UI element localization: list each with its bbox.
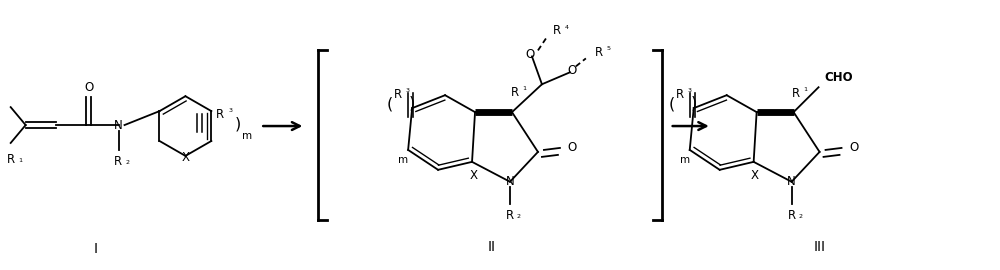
Text: R: R (595, 46, 603, 59)
Text: $^4$: $^4$ (564, 24, 570, 33)
Text: O: O (567, 64, 577, 77)
Text: R: R (792, 87, 800, 100)
Text: X: X (751, 169, 759, 182)
Text: $^2$: $^2$ (798, 213, 803, 222)
Text: O: O (849, 141, 858, 154)
Text: CHO: CHO (824, 71, 853, 84)
Text: N: N (506, 175, 514, 188)
Text: R: R (394, 88, 402, 101)
Text: R: R (676, 88, 684, 101)
Text: X: X (181, 151, 189, 164)
Text: $^1$: $^1$ (803, 87, 808, 96)
Text: $^2$: $^2$ (516, 213, 522, 222)
Text: X: X (469, 169, 477, 182)
Text: $^2$: $^2$ (125, 159, 130, 168)
Text: R: R (511, 86, 519, 99)
Text: N: N (114, 119, 123, 131)
Text: ): ) (234, 117, 240, 131)
Text: $^5$: $^5$ (606, 46, 612, 55)
Text: R: R (506, 209, 514, 222)
Text: II: II (488, 240, 496, 254)
Text: m: m (398, 155, 408, 165)
Text: (: ( (387, 97, 393, 112)
Text: III: III (814, 240, 826, 254)
Text: R: R (113, 155, 122, 168)
Text: $^3$: $^3$ (228, 108, 233, 117)
Text: O: O (525, 48, 535, 61)
Text: O: O (567, 141, 577, 154)
Text: m: m (242, 131, 252, 141)
Text: ): ) (409, 96, 415, 111)
Text: R: R (7, 153, 15, 166)
Text: $^1$: $^1$ (522, 86, 528, 95)
Text: R: R (216, 108, 224, 121)
Text: $^3$: $^3$ (687, 88, 693, 97)
Text: (: ( (669, 97, 675, 112)
Text: $^3$: $^3$ (405, 88, 411, 97)
Text: ): ) (691, 96, 697, 111)
Text: $^1$: $^1$ (18, 157, 23, 166)
Text: O: O (84, 81, 93, 94)
Text: m: m (680, 155, 690, 165)
Text: I: I (94, 242, 98, 256)
Text: N: N (787, 175, 796, 188)
Text: R: R (553, 24, 561, 37)
Text: R: R (788, 209, 796, 222)
